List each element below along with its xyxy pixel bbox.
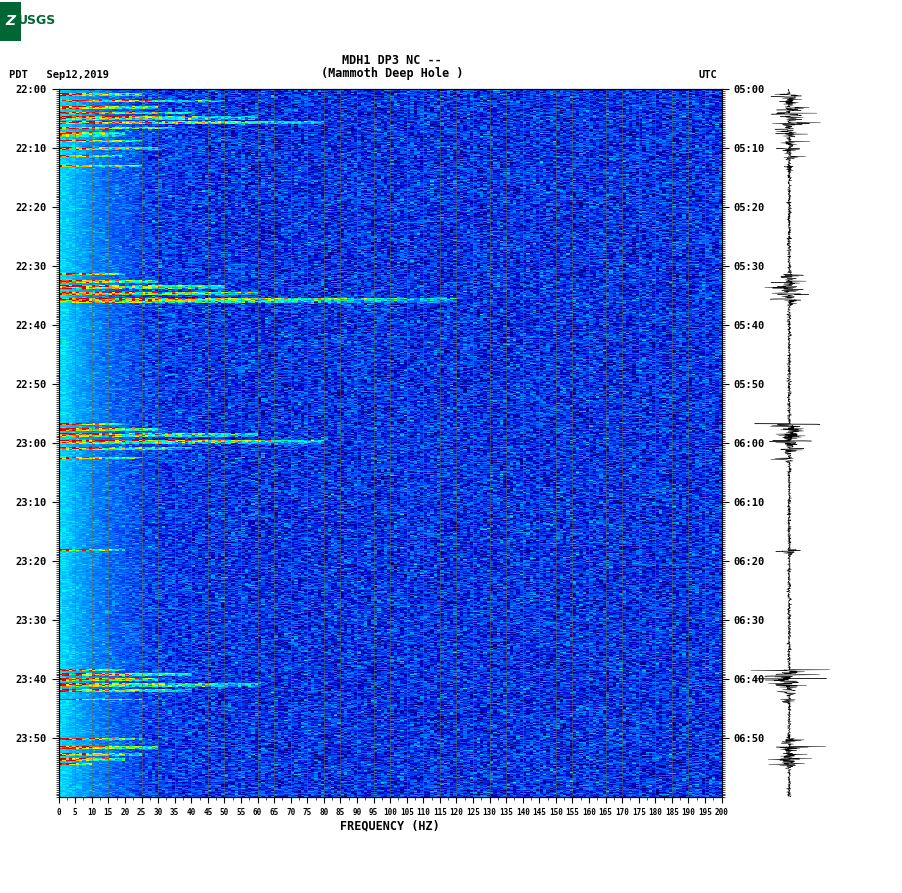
Text: MDH1 DP3 NC --: MDH1 DP3 NC --: [343, 54, 442, 67]
Text: USGS: USGS: [18, 14, 56, 27]
Text: UTC: UTC: [698, 71, 717, 80]
X-axis label: FREQUENCY (HZ): FREQUENCY (HZ): [340, 820, 440, 832]
Text: PDT   Sep12,2019: PDT Sep12,2019: [9, 71, 109, 80]
Text: Z: Z: [5, 13, 15, 28]
FancyBboxPatch shape: [0, 2, 21, 41]
Text: (Mammoth Deep Hole ): (Mammoth Deep Hole ): [321, 67, 464, 80]
